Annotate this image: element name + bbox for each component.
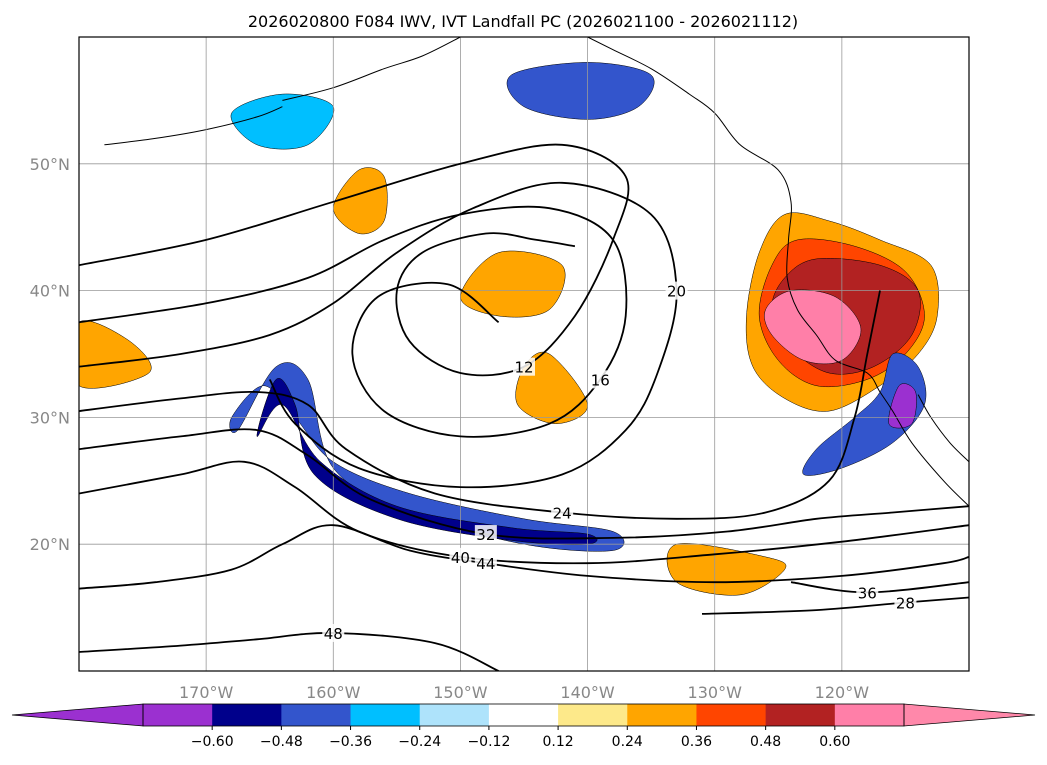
chart-title: 2026020800 F084 IWV, IVT Landfall PC (20…	[248, 12, 798, 31]
fill-region-west-edge-positive	[79, 320, 152, 389]
contour-label-bg-2	[665, 281, 688, 300]
y-tick-label-20n: 20°N	[30, 535, 70, 554]
fill-region-aleutian-negative	[230, 93, 335, 150]
colorbar-tick-label-0: −0.60	[191, 734, 234, 750]
colorbar-segment-1	[212, 704, 282, 726]
contour-label-bg-8	[894, 593, 917, 612]
contour-label-40-5: 40	[451, 549, 470, 567]
colorbar-tick-label-4: −0.12	[467, 734, 510, 750]
contour-label-bg-5	[449, 547, 472, 566]
colorbar-segment-9	[765, 704, 836, 726]
colorbar-under-arrow	[11, 703, 144, 727]
fill-region-ne-pacific-positive	[333, 167, 388, 235]
colorbar-tick-label-3: −0.24	[398, 734, 441, 750]
colorbar-tick-label-5: 0.12	[543, 734, 574, 750]
colorbar-frame	[142, 703, 905, 727]
contour-12-0	[79, 143, 630, 377]
colorbar-over-arrow	[903, 703, 1036, 727]
colorbar-segment-10	[834, 704, 905, 726]
contour-48-9	[79, 632, 499, 671]
colorbar-segment-7	[627, 704, 697, 726]
colorbar-tick-label-1: −0.48	[260, 734, 303, 750]
fill-region-subtrop-positive-a	[460, 250, 566, 318]
colorbar-tick-label-2: −0.36	[329, 734, 372, 750]
colorbar-segment-5	[488, 704, 559, 726]
contour-label-bg-9	[322, 623, 345, 642]
contour-label-bg-0	[513, 357, 535, 376]
x-tick-labels: 170°W 160°W 150°W 140°W 130°W 120°W	[179, 683, 869, 702]
y-tick-label-40n: 40°N	[30, 282, 70, 301]
contour-label-layer: 12 16 20 24 32 40 44 36 28 48	[322, 281, 917, 643]
contour-16-1	[79, 205, 628, 438]
contour-label-32-4: 32	[476, 526, 495, 544]
fill-region-sw-coast-negative	[802, 352, 927, 476]
contour-label-bg-6	[474, 554, 497, 573]
colorbar-segment-0	[143, 704, 213, 726]
colorbar-tick-label-6: 0.24	[612, 734, 643, 750]
colorbar-segment-8	[696, 704, 767, 726]
x-tick-label-130w: 130°W	[688, 683, 743, 702]
x-tick-label-160w: 160°W	[306, 683, 361, 702]
gridline-layer	[79, 37, 969, 671]
colorbar-segment-3	[350, 704, 421, 726]
map-frame	[78, 36, 970, 672]
colorbar: −0.60 −0.48 −0.36 −0.24 −0.12 0.12 0.24 0.36 0.4…	[11, 703, 1036, 750]
contour-label-bg-7	[856, 583, 879, 602]
y-tick-labels: 20°N 30°N 40°N 50°N	[30, 155, 70, 554]
y-tick-label-50n: 50°N	[30, 155, 70, 174]
fill-layer	[79, 62, 939, 596]
contour-label-bg-3	[551, 503, 574, 522]
contour-label-28-8: 28	[896, 595, 915, 613]
x-tick-label-170w: 170°W	[179, 683, 234, 702]
colorbar-tick-label-8: 0.48	[750, 734, 781, 750]
contour-label-44-6: 44	[476, 555, 495, 573]
colorbar-tick-label-7: 0.36	[681, 734, 712, 750]
contour-label-16-1: 16	[591, 371, 610, 389]
contour-20-2	[79, 181, 678, 489]
coastline-2	[282, 37, 461, 101]
contour-label-48-9: 48	[324, 625, 343, 643]
x-tick-label-120w: 120°W	[815, 683, 870, 702]
contour-label-24-3: 24	[553, 505, 572, 523]
contour-label-bg-1	[589, 370, 612, 389]
colorbar-segment-2	[281, 704, 351, 726]
fill-region-na-positive-core	[764, 289, 862, 365]
coastline-4	[917, 394, 969, 463]
contour-label-12-0: 12	[514, 359, 533, 377]
contour-label-36-7: 36	[858, 584, 877, 602]
colorbar-tick-label-9: 0.60	[819, 734, 850, 750]
contour-label-bg-4	[474, 525, 497, 544]
colorbar-segment-6	[558, 704, 628, 726]
fill-region-sw-coast-purple	[888, 383, 917, 429]
colorbar-segment-4	[419, 704, 490, 726]
contour-28-8	[701, 596, 969, 615]
y-tick-label-30n: 30°N	[30, 408, 70, 427]
contour-label-20-2: 20	[667, 283, 686, 301]
x-tick-label-150w: 150°W	[433, 683, 488, 702]
x-tick-label-140w: 140°W	[560, 683, 615, 702]
coastline-1	[587, 37, 969, 507]
